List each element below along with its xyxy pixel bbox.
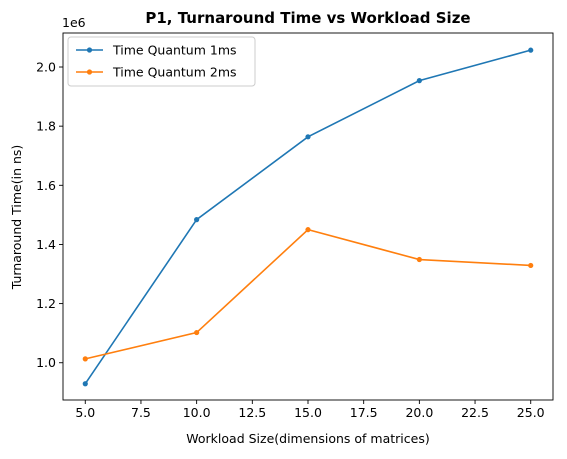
series-2-point [194,329,200,336]
series-1-point [305,134,311,140]
y-tick-label: 1.4 [36,237,56,252]
y-axis-offset-label: 1e6 [62,15,86,30]
y-tick-label: 1.0 [36,355,56,370]
series-1-point [528,47,534,53]
x-tick-label: 12.5 [238,405,266,420]
x-tick-label: 7.5 [131,405,151,420]
series-2-point [416,256,422,263]
x-tick-label: 10.0 [183,405,211,420]
x-tick-label: 5.0 [75,405,95,420]
chart-title: P1, Turnaround Time vs Workload Size [145,9,470,27]
series-2-point [305,227,311,233]
legend: Time Quantum 1ms Time Quantum 2ms [67,36,256,87]
y-tick-label: 2.0 [36,60,56,75]
series-1-point [82,381,88,387]
x-tick-label: 15.0 [294,405,322,420]
series-2-point [82,356,88,362]
legend-label-2: Time Quantum 2ms [112,65,237,80]
y-tick-label: 1.8 [36,119,56,134]
series-line-1 [84,49,531,385]
x-tick-label: 25.0 [517,405,545,420]
y-axis-label: Turnaround Time(in ns) [9,145,24,291]
y-tick-label: 1.2 [36,296,56,311]
series-line-2 [85,228,531,360]
series-1-point [416,78,422,84]
x-tick-label: 17.5 [350,405,378,420]
x-tick-label: 22.5 [461,405,489,420]
legend-label-1: Time Quantum 1ms [112,43,237,58]
x-tick-label: 20.0 [405,405,433,420]
plot-frame [62,32,554,401]
legend-marker-1 [86,47,93,53]
series-1-point [194,217,200,223]
plot-area: 5.0 7.5 10.0 12.5 15.0 17.5 20.0 22.5 25.0 1.0 1.2… [36,32,554,420]
y-tick-label: 1.6 [36,178,56,193]
legend-marker-2 [86,69,93,75]
legend-box [67,36,256,87]
series-2-point [528,262,534,269]
x-axis-label: Workload Size(dimensions of matrices) [186,431,429,446]
